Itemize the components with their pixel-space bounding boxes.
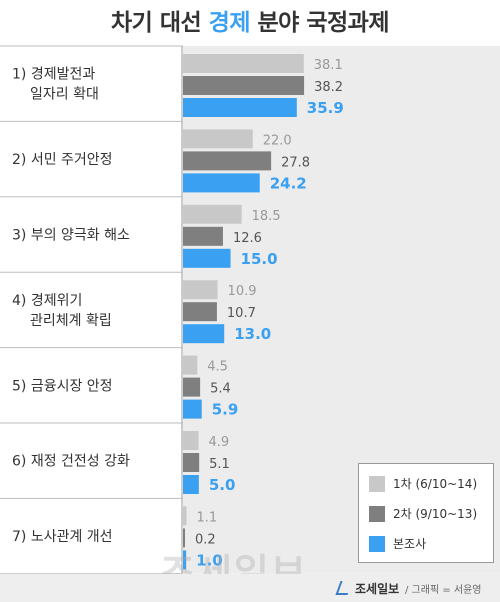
legend-swatch-1 bbox=[369, 476, 385, 492]
data-label-1: 10.9 bbox=[228, 284, 257, 299]
category-label: 1) 경제발전과 bbox=[12, 67, 95, 83]
category-label: 5) 금융시장 안정 bbox=[12, 378, 113, 394]
legend-swatch-3 bbox=[369, 536, 385, 552]
title-accent: 경제 bbox=[208, 10, 251, 36]
data-label-1: 4.5 bbox=[207, 360, 228, 375]
chart-title: 차기 대선 경제 분야 국정과제 bbox=[0, 0, 500, 46]
bar-3 bbox=[183, 173, 260, 193]
bar-1 bbox=[183, 431, 199, 450]
data-label-2: 12.6 bbox=[233, 231, 262, 246]
bar-3 bbox=[183, 248, 231, 268]
legend-label-3: 본조사 bbox=[393, 537, 427, 551]
category-label: 4) 경제위기 bbox=[12, 293, 82, 309]
category-label: 3) 부의 양극화 해소 bbox=[12, 228, 130, 244]
data-label-3: 13.0 bbox=[234, 325, 271, 343]
data-label-3: 35.9 bbox=[307, 99, 344, 117]
category-label: 관리체계 확립 bbox=[30, 313, 112, 329]
data-label-1: 1.1 bbox=[196, 510, 217, 525]
bar-1 bbox=[183, 506, 187, 526]
bar-2 bbox=[183, 76, 305, 95]
bar-2 bbox=[183, 151, 272, 171]
title-prefix: 차기 대선 bbox=[111, 10, 202, 36]
data-label-1: 38.1 bbox=[314, 58, 343, 73]
bar-3 bbox=[183, 550, 187, 570]
data-label-3: 1.0 bbox=[196, 551, 223, 569]
data-label-2: 27.8 bbox=[281, 155, 310, 170]
legend-label-2: 2차 (9/10~13) bbox=[393, 507, 478, 521]
data-label-2: 0.2 bbox=[195, 532, 216, 547]
data-label-1: 4.9 bbox=[209, 435, 230, 450]
data-label-3: 5.0 bbox=[209, 476, 236, 494]
bar-3 bbox=[183, 399, 202, 419]
bar-1 bbox=[183, 129, 253, 149]
footer-brand: 조세일보 bbox=[355, 582, 400, 596]
data-label-2: 10.7 bbox=[227, 306, 256, 321]
bar-2 bbox=[183, 226, 223, 246]
footer: 조세일보 / 그래픽 = 서윤영 bbox=[0, 574, 500, 602]
data-label-3: 5.9 bbox=[212, 401, 239, 419]
bar-3 bbox=[183, 98, 297, 117]
category-label: 일자리 확대 bbox=[30, 87, 99, 103]
bar-3 bbox=[183, 324, 225, 344]
bar-1 bbox=[183, 280, 218, 300]
data-label-2: 5.1 bbox=[209, 457, 230, 472]
data-label-3: 15.0 bbox=[241, 250, 278, 268]
legend-swatch-2 bbox=[369, 506, 385, 522]
legend-label-1: 1차 (6/10~14) bbox=[393, 477, 478, 491]
footer-credit: / 그래픽 = 서윤영 bbox=[405, 585, 482, 596]
data-label-3: 24.2 bbox=[270, 174, 307, 192]
brand-logo-icon bbox=[335, 581, 353, 595]
category-label: 6) 재정 건전성 강화 bbox=[12, 454, 130, 470]
category-label: 2) 서민 주거안정 bbox=[12, 152, 113, 168]
bar-1 bbox=[183, 204, 242, 224]
bar-1 bbox=[183, 355, 198, 375]
bar-3 bbox=[183, 475, 199, 494]
legend: 1차 (6/10~14) 2차 (9/10~13) 본조사 bbox=[358, 463, 494, 563]
bar-2 bbox=[183, 453, 200, 472]
category-label: 7) 노사관계 개선 bbox=[12, 529, 113, 545]
bar-2 bbox=[183, 528, 185, 548]
data-label-2: 5.4 bbox=[210, 382, 231, 397]
bar-2 bbox=[183, 302, 217, 322]
title-suffix: 분야 국정과제 bbox=[257, 10, 390, 36]
data-label-2: 38.2 bbox=[314, 80, 343, 95]
data-label-1: 18.5 bbox=[252, 209, 281, 224]
bar-1 bbox=[183, 54, 304, 73]
bar-2 bbox=[183, 377, 201, 397]
data-label-1: 22.0 bbox=[263, 133, 292, 148]
